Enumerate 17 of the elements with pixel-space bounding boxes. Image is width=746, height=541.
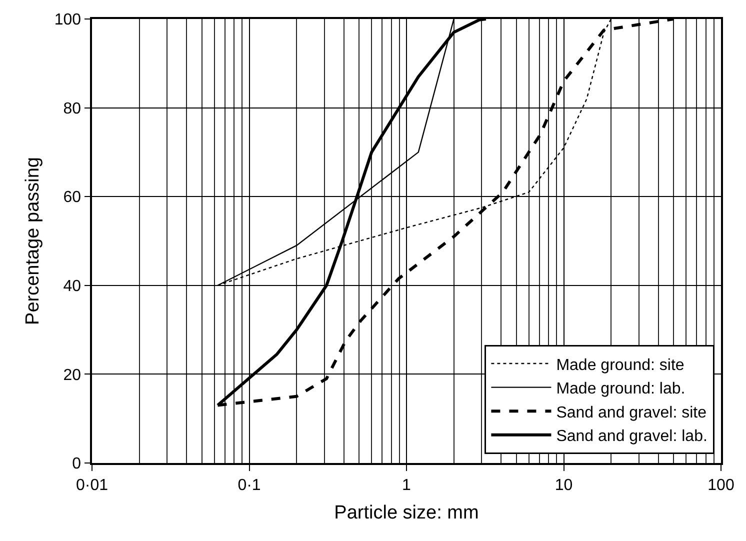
legend-label: Sand and gravel: site — [556, 404, 707, 422]
legend-label: Made ground: lab. — [556, 380, 686, 398]
y-tick-label: 40 — [63, 278, 82, 295]
x-tick-label: 0·01 — [76, 476, 108, 494]
y-tick-label: 100 — [54, 12, 82, 29]
legend-label: Sand and gravel: lab. — [556, 428, 708, 446]
legend-label: Made ground: site — [556, 356, 684, 374]
x-tick-label: 10 — [554, 476, 573, 494]
y-axis-title: Percentage passing — [22, 157, 44, 325]
x-axis-title: Particle size: mm — [334, 502, 479, 524]
y-tick-label: 20 — [63, 366, 82, 384]
x-tick-label: 100 — [708, 476, 734, 494]
x-tick-label: 1 — [402, 476, 412, 494]
y-tick-label: 80 — [63, 100, 82, 118]
x-tick-label: 0·1 — [238, 476, 261, 494]
y-tick-label: 60 — [63, 189, 82, 206]
y-tick-label: 0 — [72, 456, 82, 473]
